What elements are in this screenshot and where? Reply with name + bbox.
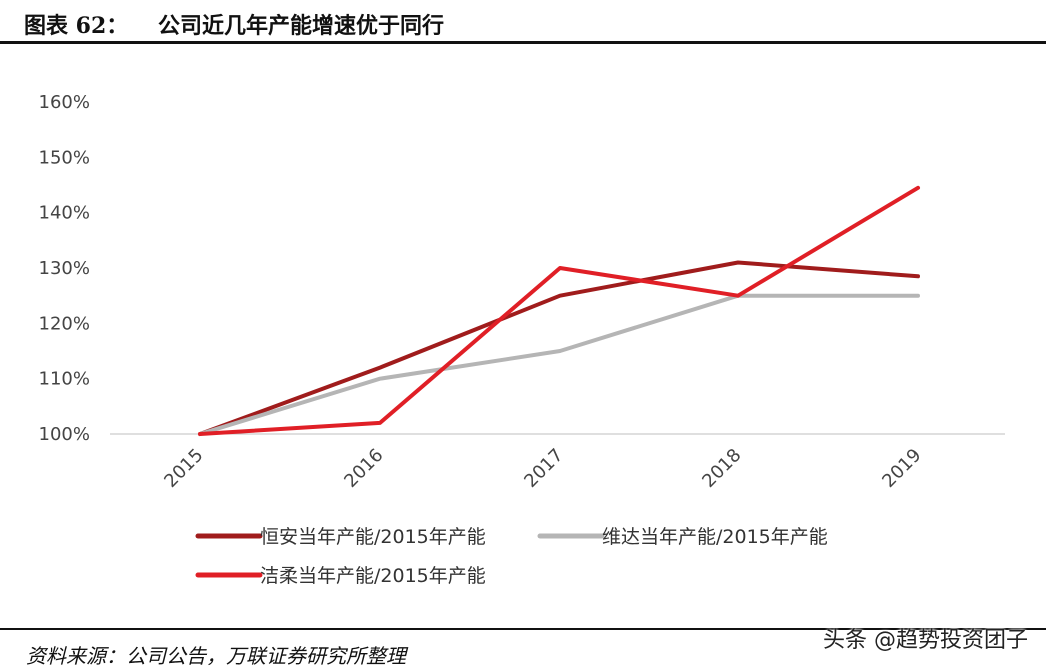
x-tick-label: 2018	[698, 445, 745, 492]
y-tick-label: 120%	[39, 313, 90, 334]
y-tick-label: 150%	[39, 147, 90, 168]
watermark: 头条 @趋势投资团子	[823, 628, 1028, 653]
y-tick-label: 110%	[39, 369, 90, 390]
series-line-3	[198, 185, 920, 436]
y-tick-label: 130%	[39, 258, 90, 279]
x-tick-label: 2016	[340, 445, 387, 492]
series-line-1	[198, 260, 920, 436]
x-tick-label: 2017	[520, 445, 567, 492]
legend-label-2: 维达当年产能/2015年产能	[602, 526, 828, 548]
series-line-2	[198, 293, 920, 436]
line-chart: 100% 110% 120% 130% 140% 150% 160% 2015 2016 2017…	[39, 92, 1005, 587]
figure-number: 图表 62：	[24, 13, 129, 39]
x-tick-label: 2019	[878, 445, 925, 492]
legend-label-1: 恒安当年产能/2015年产能	[260, 526, 486, 548]
footer-divider	[0, 628, 1046, 630]
y-tick-label: 100%	[39, 424, 90, 445]
legend-label-3: 洁柔当年产能/2015年产能	[260, 565, 486, 587]
source-note: 资料来源：公司公告，万联证券研究所整理	[26, 644, 406, 668]
figure-title: 公司近几年产能增速优于同行	[158, 13, 445, 39]
x-tick-label: 2015	[160, 445, 207, 492]
figure-header: 图表 62： 公司近几年产能增速优于同行	[0, 0, 1046, 44]
y-tick-label: 160%	[39, 92, 90, 113]
y-tick-label: 140%	[39, 203, 90, 224]
